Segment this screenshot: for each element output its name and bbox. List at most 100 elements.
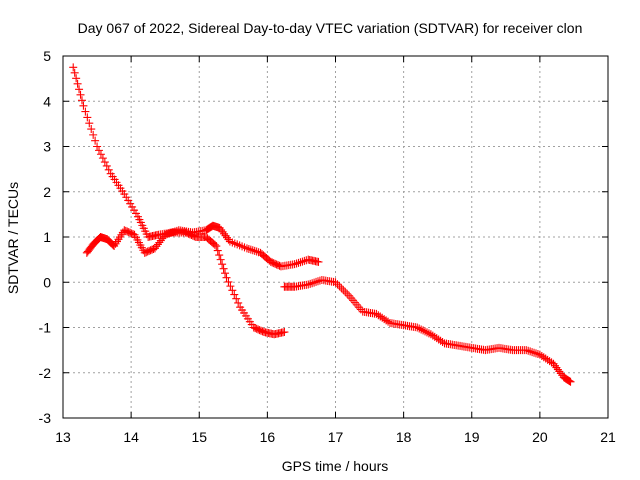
data-point: [122, 193, 131, 202]
data-point: [438, 338, 447, 347]
data-point: [120, 190, 129, 199]
x-tick-label: 17: [328, 429, 344, 445]
data-point: [230, 290, 239, 299]
data-point: [91, 136, 100, 145]
data-point: [126, 199, 135, 208]
axis-ticks: 13 14 15 16 17 18 19 20 21 -3 -2 -1 0 1 2 3 4 5: [39, 48, 616, 445]
series-track-c: [280, 275, 575, 386]
data-point: [298, 257, 307, 266]
data-point: [417, 325, 426, 334]
data-point: [222, 273, 231, 282]
data-point: [341, 287, 350, 296]
x-tick-label: 16: [260, 429, 276, 445]
y-axis-label: SDTVAR / TECUs: [5, 182, 21, 294]
data-point: [234, 298, 243, 307]
y-tick-label: 0: [43, 274, 51, 290]
data-point: [89, 130, 98, 139]
data-point: [161, 230, 170, 239]
data-point: [306, 279, 315, 288]
data-points: [69, 63, 575, 386]
data-point: [522, 346, 531, 355]
data-point: [308, 279, 317, 288]
data-point: [300, 256, 309, 265]
data-point: [215, 251, 224, 260]
data-point: [335, 282, 344, 291]
data-point: [96, 150, 105, 159]
data-point: [413, 323, 422, 332]
x-tick-label: 19: [464, 429, 480, 445]
data-point: [131, 209, 140, 218]
data-point: [242, 244, 251, 253]
plot-frame: [62, 55, 609, 419]
data-point: [167, 228, 176, 237]
data-point: [70, 68, 79, 77]
y-tick-label: 1: [43, 229, 51, 245]
data-point: [528, 348, 537, 357]
data-point: [314, 257, 323, 266]
data-point: [313, 277, 322, 286]
data-point: [170, 227, 179, 236]
data-point: [533, 350, 542, 359]
data-point: [226, 282, 235, 291]
data-point: [419, 326, 428, 335]
data-point: [73, 79, 82, 88]
data-point: [531, 349, 540, 358]
series-track-b: [82, 221, 323, 271]
data-point: [212, 242, 221, 251]
data-point: [104, 165, 113, 174]
x-tick-label: 14: [123, 429, 139, 445]
data-point: [304, 280, 313, 289]
data-point: [244, 244, 253, 253]
data-point: [79, 101, 88, 110]
data-point: [76, 90, 85, 99]
x-tick-label: 20: [532, 429, 548, 445]
data-point: [384, 317, 393, 326]
x-tick-label: 18: [396, 429, 412, 445]
data-point: [415, 324, 424, 333]
data-point: [252, 247, 261, 256]
data-point: [210, 240, 219, 249]
data-point: [83, 113, 92, 122]
data-point: [232, 294, 241, 303]
y-tick-label: 4: [43, 93, 51, 109]
data-point: [219, 264, 228, 273]
data-point: [296, 258, 305, 267]
data-point: [280, 328, 289, 337]
data-point: [248, 246, 257, 255]
data-point: [290, 260, 299, 269]
y-tick-label: -2: [39, 365, 52, 381]
x-axis-label: GPS time / hours: [282, 458, 389, 474]
y-tick-label: 2: [43, 184, 51, 200]
data-point: [100, 158, 109, 167]
data-point: [218, 260, 227, 269]
data-point: [124, 196, 133, 205]
data-point: [524, 346, 533, 355]
data-point: [310, 278, 319, 287]
data-point: [228, 286, 237, 295]
data-point: [95, 146, 104, 155]
data-point: [130, 206, 139, 215]
data-point: [292, 259, 301, 268]
data-point: [343, 289, 352, 298]
data-point: [93, 142, 102, 151]
data-point: [87, 125, 96, 134]
y-tick-label: -1: [39, 320, 52, 336]
data-point: [168, 228, 177, 237]
data-point: [564, 376, 573, 385]
data-point: [165, 229, 174, 238]
data-point: [98, 154, 107, 163]
data-point: [339, 286, 348, 295]
chart-title: Day 067 of 2022, Sidereal Day-to-day VTE…: [78, 20, 583, 36]
data-point: [163, 230, 172, 239]
data-point: [128, 202, 137, 211]
data-point: [566, 377, 575, 386]
data-point: [294, 258, 303, 267]
data-point: [75, 85, 84, 94]
data-point: [85, 119, 94, 128]
data-point: [565, 377, 574, 386]
data-point: [250, 246, 259, 255]
data-point: [312, 277, 321, 286]
data-point: [530, 348, 539, 357]
data-point: [331, 278, 340, 287]
